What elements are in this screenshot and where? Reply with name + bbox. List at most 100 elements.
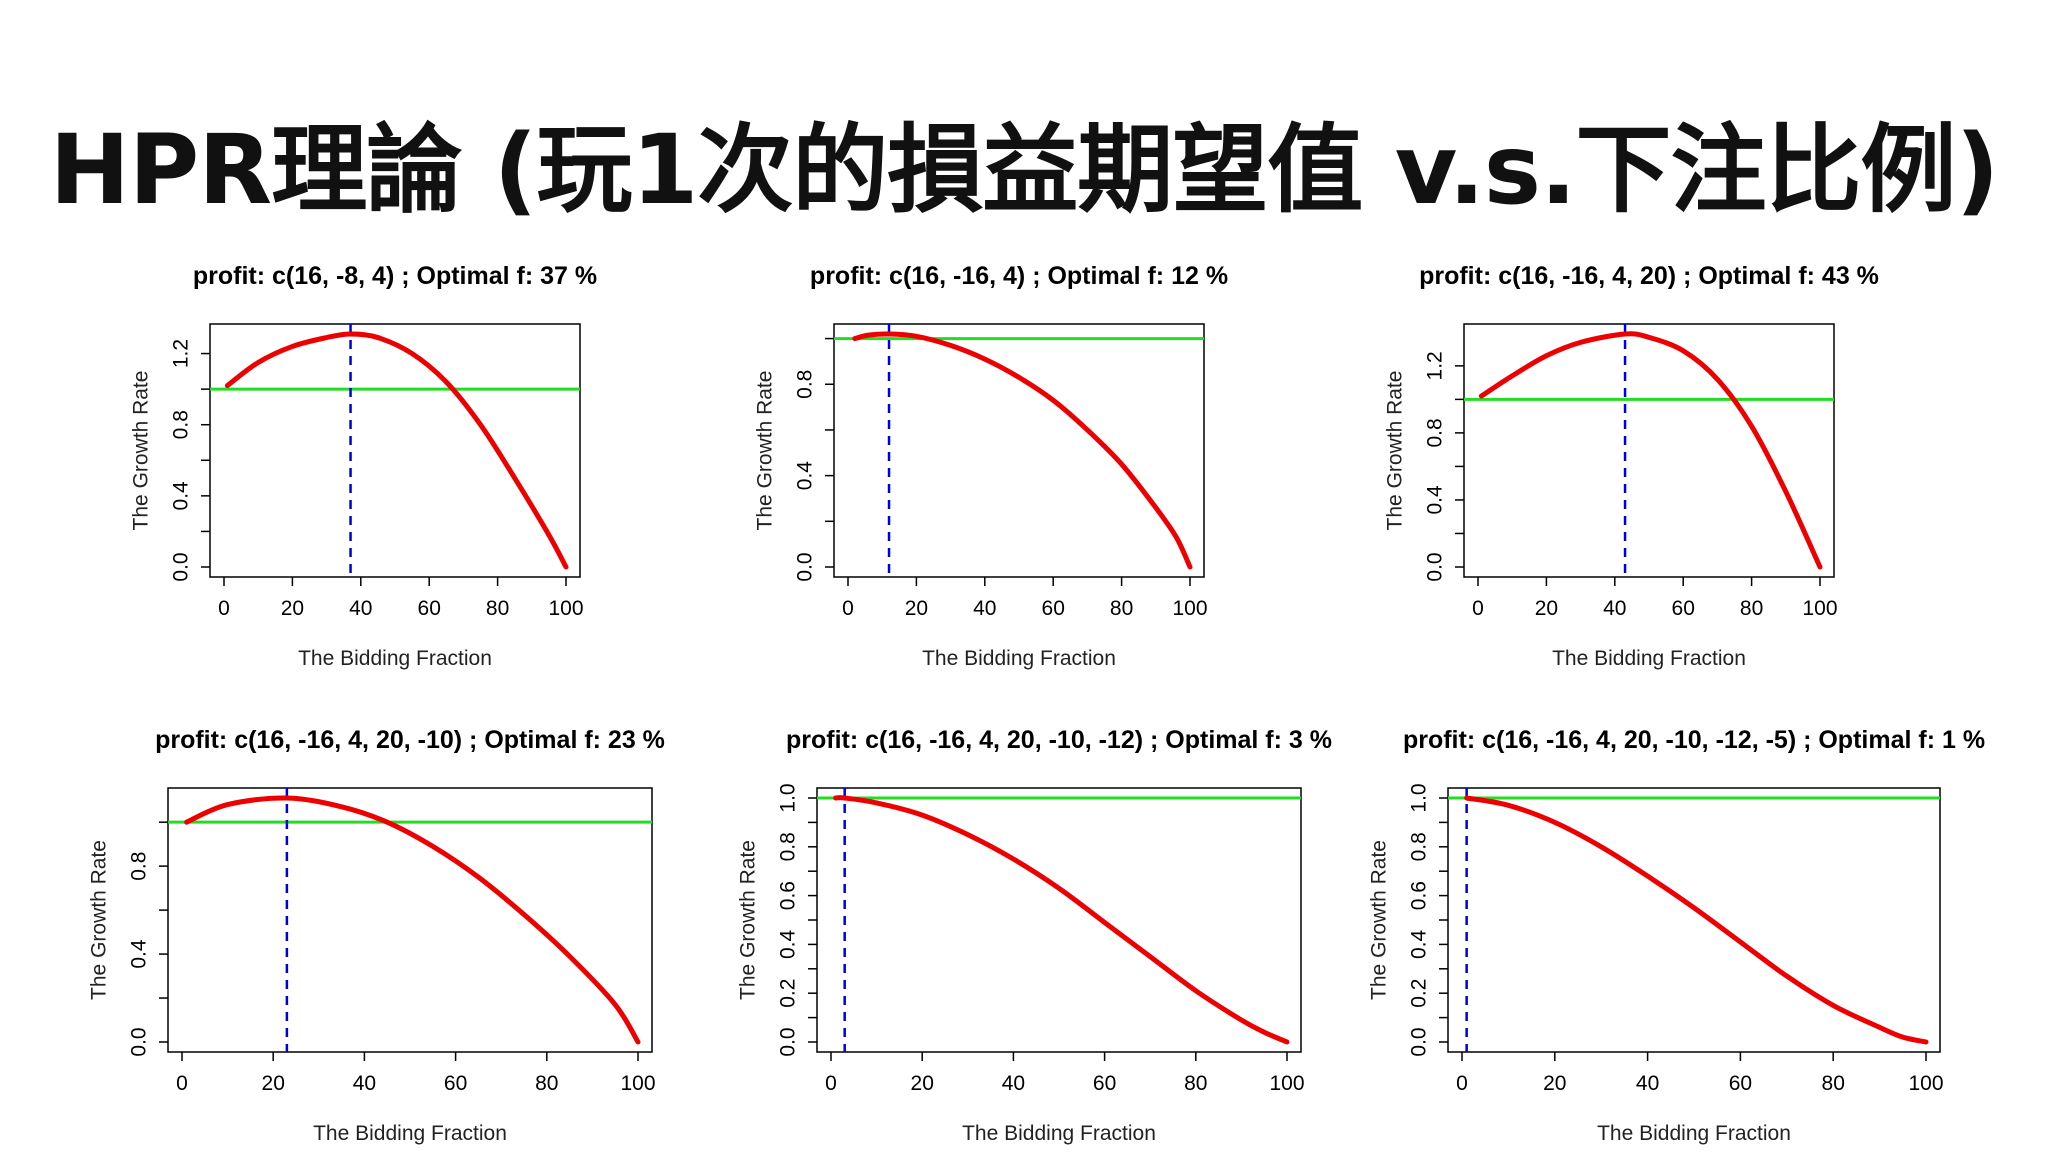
y-axis-label: The Growth Rate (754, 371, 777, 531)
chart-panel-3: profit: c(16, -16, 4, 20) ; Optimal f: 4… (1340, 252, 1960, 687)
chart-4-svg: profit: c(16, -16, 4, 20, -10) ; Optimal… (88, 726, 665, 1145)
x-tick-label: 40 (1636, 1072, 1659, 1095)
y-tick-label: 0.4 (170, 481, 193, 511)
y-tick-label: 0.0 (794, 552, 817, 581)
y-tick-label: 1.0 (1408, 783, 1431, 812)
x-tick-label: 0 (176, 1072, 188, 1095)
x-tick-label: 60 (418, 597, 441, 620)
chart-panel-2: profit: c(16, -16, 4) ; Optimal f: 12 % 0… (712, 252, 1332, 687)
y-tick-label: 1.2 (1424, 351, 1447, 380)
chart-panel-6: profit: c(16, -16, 4, 20, -10, -12, -5) … (1340, 716, 1986, 1151)
x-tick-label: 60 (1729, 1072, 1752, 1095)
chart-6-svg: profit: c(16, -16, 4, 20, -10, -12, -5) … (1368, 726, 1986, 1145)
x-tick-label: 100 (1802, 597, 1837, 620)
growth-rate-curve (184, 795, 641, 1045)
y-tick-label: 0.8 (1424, 418, 1447, 447)
y-tick-label: 0.6 (1408, 881, 1431, 910)
x-tick-label: 100 (548, 597, 583, 620)
y-tick-label: 0.8 (777, 832, 800, 861)
plot-frame (209, 323, 581, 578)
x-tick-label: 80 (1740, 597, 1763, 620)
y-tick-label: 1.0 (777, 783, 800, 812)
x-tick-label: 100 (1172, 597, 1207, 620)
y-tick-label: 0.2 (1408, 979, 1431, 1008)
slide-title: HPR理論 (玩1次的損益期望值 v.s.下注比例) (49, 114, 2000, 226)
chart-title: profit: c(16, -16, 4, 20, -10, -12, -5) … (1403, 726, 1985, 754)
x-tick-label: 40 (1603, 597, 1626, 620)
x-tick-label: 0 (1456, 1072, 1468, 1095)
x-tick-label: 20 (262, 1072, 285, 1095)
x-tick-label: 20 (1543, 1072, 1566, 1095)
x-tick-label: 0 (1472, 597, 1484, 620)
y-tick-label: 0.8 (128, 852, 151, 881)
chart-title: profit: c(16, -16, 4, 20) ; Optimal f: 4… (1419, 262, 1879, 290)
chart-title: profit: c(16, -16, 4) ; Optimal f: 12 % (810, 262, 1228, 290)
y-axis-label: The Growth Rate (1384, 371, 1407, 531)
x-tick-label: 20 (281, 597, 304, 620)
x-axis-label: The Bidding Fraction (922, 647, 1116, 670)
x-tick-label: 80 (486, 597, 509, 620)
plot-frame (1463, 323, 1835, 578)
x-tick-label: 40 (349, 597, 372, 620)
x-axis-label: The Bidding Fraction (962, 1122, 1156, 1145)
chart-panel-4: profit: c(16, -16, 4, 20, -10) ; Optimal… (60, 716, 680, 1151)
y-axis-label: The Growth Rate (737, 840, 760, 1000)
y-tick-label: 0.0 (170, 552, 193, 581)
x-tick-label: 60 (1672, 597, 1695, 620)
x-tick-label: 80 (1184, 1072, 1207, 1095)
x-tick-label: 20 (905, 597, 928, 620)
chart-2-svg: profit: c(16, -16, 4) ; Optimal f: 12 % 0… (754, 262, 1229, 670)
x-axis-label: The Bidding Fraction (313, 1122, 507, 1145)
x-tick-label: 20 (911, 1072, 934, 1095)
growth-rate-curve (1464, 795, 1929, 1045)
chart-title: profit: c(16, -8, 4) ; Optimal f: 37 % (193, 262, 597, 290)
y-tick-label: 0.8 (794, 370, 817, 399)
x-tick-label: 80 (535, 1072, 558, 1095)
x-tick-label: 20 (1535, 597, 1558, 620)
x-tick-label: 100 (1908, 1072, 1943, 1095)
x-tick-label: 60 (444, 1072, 467, 1095)
plot-frame (167, 787, 653, 1053)
x-tick-label: 40 (973, 597, 996, 620)
y-tick-label: 0.6 (777, 881, 800, 910)
x-tick-label: 60 (1042, 597, 1065, 620)
y-tick-label: 0.8 (1408, 832, 1431, 861)
x-tick-label: 100 (1269, 1072, 1304, 1095)
y-tick-label: 0.4 (128, 939, 151, 969)
y-tick-label: 0.4 (794, 461, 817, 491)
y-tick-label: 0.2 (777, 979, 800, 1008)
y-axis-label: The Growth Rate (88, 840, 111, 1000)
plot-frame (1447, 787, 1941, 1053)
growth-rate-curve (833, 795, 1290, 1045)
y-tick-label: 0.0 (777, 1027, 800, 1056)
chart-panel-5: profit: c(16, -16, 4, 20, -10, -12) ; Op… (700, 716, 1332, 1151)
chart-5-svg: profit: c(16, -16, 4, 20, -10, -12) ; Op… (737, 726, 1332, 1145)
x-tick-label: 0 (842, 597, 854, 620)
chart-3-svg: profit: c(16, -16, 4, 20) ; Optimal f: 4… (1384, 262, 1879, 670)
y-tick-label: 0.8 (170, 410, 193, 439)
x-tick-label: 40 (353, 1072, 376, 1095)
x-tick-label: 80 (1110, 597, 1133, 620)
y-tick-label: 0.4 (777, 929, 800, 959)
x-tick-label: 60 (1093, 1072, 1116, 1095)
x-axis-label: The Bidding Fraction (298, 647, 492, 670)
x-tick-label: 100 (620, 1072, 655, 1095)
x-tick-label: 40 (1002, 1072, 1025, 1095)
chart-title: profit: c(16, -16, 4, 20, -10, -12) ; Op… (786, 726, 1332, 754)
x-axis-label: The Bidding Fraction (1597, 1122, 1791, 1145)
chart-title: profit: c(16, -16, 4, 20, -10) ; Optimal… (155, 726, 665, 754)
growth-rate-curve (852, 331, 1193, 570)
x-axis-label: The Bidding Fraction (1552, 647, 1746, 670)
plot-frame (833, 323, 1205, 578)
chart-panel-1: profit: c(16, -8, 4) ; Optimal f: 37 % 0 2… (90, 252, 710, 687)
x-tick-label: 0 (218, 597, 230, 620)
y-tick-label: 0.0 (128, 1027, 151, 1056)
growth-rate-curve (1478, 331, 1823, 570)
y-axis-label: The Growth Rate (1368, 840, 1391, 1000)
y-axis-label: The Growth Rate (130, 371, 153, 531)
chart-1-svg: profit: c(16, -8, 4) ; Optimal f: 37 % 0 2… (130, 262, 598, 670)
y-tick-label: 0.0 (1408, 1027, 1431, 1056)
x-tick-label: 0 (825, 1072, 837, 1095)
x-tick-label: 80 (1822, 1072, 1845, 1095)
y-tick-label: 0.4 (1408, 929, 1431, 959)
